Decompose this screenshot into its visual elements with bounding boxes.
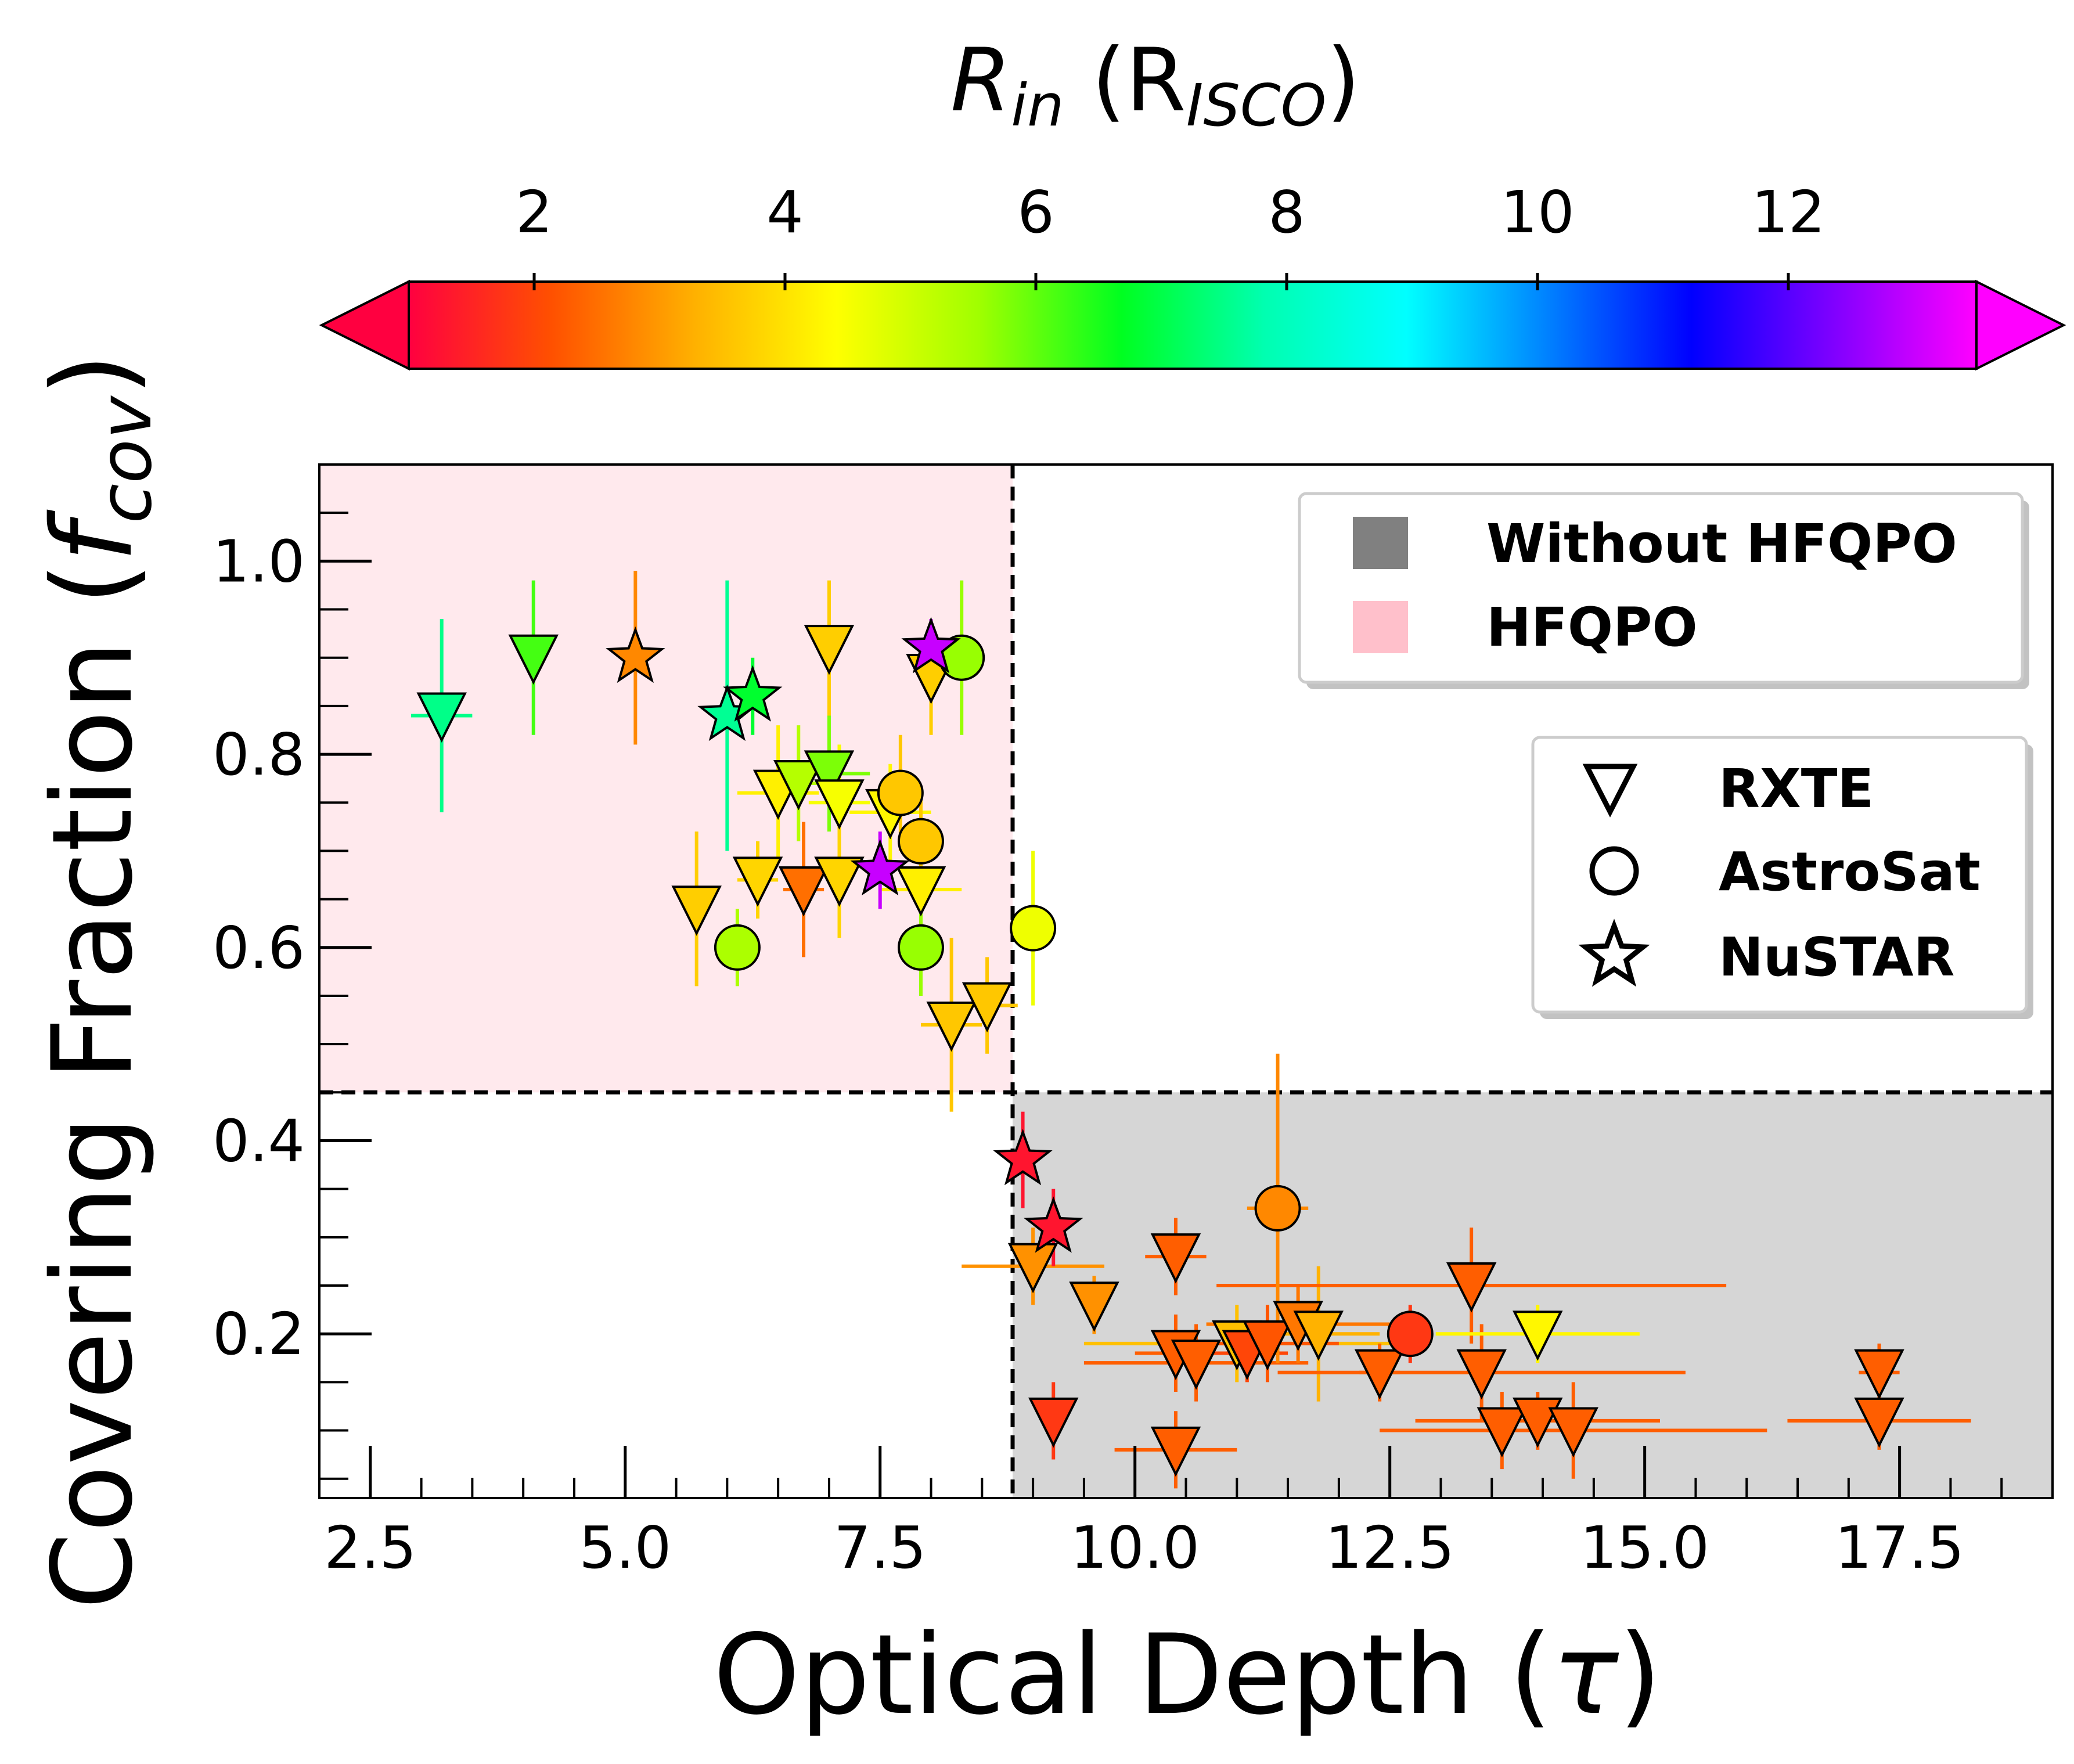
astrosat-point xyxy=(877,769,924,816)
colorbar-title-sub: in xyxy=(1011,71,1064,139)
astrosat-point xyxy=(897,924,944,971)
rxte-point xyxy=(1513,1311,1563,1361)
rxte-point xyxy=(671,885,722,936)
rxte-point xyxy=(1854,1397,1904,1448)
colorbar-tick-label: 2 xyxy=(516,178,553,246)
colorbar-title: Rin (RISCO) xyxy=(950,30,1360,139)
colorbar-tick-label: 8 xyxy=(1268,178,1305,246)
rxte-point xyxy=(1069,1281,1119,1332)
rxte-point xyxy=(1354,1349,1405,1400)
rxte-point xyxy=(1242,1320,1293,1371)
legend-swatch-without-hfqpo xyxy=(1353,517,1408,569)
rxte-point xyxy=(1477,1407,1528,1458)
rxte-point xyxy=(1150,1426,1201,1477)
nustar-point xyxy=(1024,1196,1083,1253)
y-axis-title-close: ) xyxy=(28,353,157,396)
legend-nustar-star-icon xyxy=(1578,919,1650,987)
rxte-point xyxy=(804,625,855,675)
x-tick-label: 10.0 xyxy=(1070,1514,1200,1582)
x-tick-label: 2.5 xyxy=(324,1514,416,1582)
colorbar-extend-left xyxy=(319,279,410,371)
legend-label-astrosat: AstroSat xyxy=(1719,841,1981,903)
axis-ticks: 2.5 5.0 7.5 10.0 12.5 15.0 17.5 0.2 0.4 0.6 0.8 1.0 xyxy=(213,463,2054,1582)
rxte-point xyxy=(773,759,824,811)
rxte-point xyxy=(416,692,467,743)
x-axis-title-main: Optical Depth ( xyxy=(713,1611,1552,1739)
astrosat-point xyxy=(1387,1311,1434,1358)
rxte-point xyxy=(1150,1233,1201,1284)
rxte-point xyxy=(962,982,1013,1033)
rxte-point xyxy=(1446,1262,1497,1313)
colorbar-tick-label: 12 xyxy=(1751,178,1825,246)
y-tick-label: 0.6 xyxy=(213,914,305,982)
colorbar-ticks: 2 4 6 8 10 12 xyxy=(516,178,1825,290)
nustar-point xyxy=(850,838,910,896)
nustar-point xyxy=(993,1129,1053,1186)
colorbar-gradient xyxy=(408,280,1978,370)
rxte-point xyxy=(732,856,783,907)
y-tick-label: 0.4 xyxy=(213,1107,305,1175)
rxte-point xyxy=(926,1001,977,1052)
legend-markers: RXTE AstroSat NuSTAR xyxy=(1531,736,2033,1019)
y-tick-label: 1.0 xyxy=(213,527,305,595)
nustar-point xyxy=(723,665,783,722)
colorbar-extend-right xyxy=(1975,279,2066,371)
x-tick-label: 12.5 xyxy=(1325,1514,1454,1582)
legend-rxte-triangle-icon xyxy=(1582,764,1638,818)
legend-astrosat-circle-icon xyxy=(1589,846,1639,896)
rxte-point xyxy=(1007,1243,1058,1294)
legend-label-without-hfqpo: Without HFQPO xyxy=(1486,513,1957,575)
y-axis-title-main: Covering Fraction ( xyxy=(28,562,157,1610)
data-markers xyxy=(416,617,1904,1477)
colorbar: Rin (RISCO) 2 4 6 8 10 12 xyxy=(319,30,2066,371)
legend-regions-box xyxy=(1298,492,2024,684)
nustar-point xyxy=(901,617,961,674)
rxte-point xyxy=(1171,1340,1222,1390)
rxte-point xyxy=(1513,1397,1563,1448)
rxte-point xyxy=(1028,1397,1079,1448)
x-tick-label: 17.5 xyxy=(1835,1514,1964,1582)
colorbar-title-open: (R xyxy=(1064,30,1186,131)
rxte-point xyxy=(1456,1349,1507,1400)
nustar-point xyxy=(606,626,665,683)
astrosat-point xyxy=(1010,905,1057,952)
colorbar-title-main: R xyxy=(950,30,1011,131)
y-tick-label: 0.2 xyxy=(213,1300,305,1368)
colorbar-tick-label: 6 xyxy=(1017,178,1054,246)
y-axis-title: Covering Fraction (fcov) xyxy=(28,353,168,1610)
colorbar-tick-label: 10 xyxy=(1500,178,1574,246)
astrosat-point xyxy=(714,924,761,971)
astrosat-point xyxy=(897,818,944,865)
rxte-point xyxy=(814,856,865,907)
colorbar-title-sub2: ISCO xyxy=(1186,71,1327,139)
rxte-point xyxy=(895,866,946,917)
legend-markers-box xyxy=(1531,736,2028,1014)
astrosat-point xyxy=(1254,1185,1301,1232)
y-tick-label: 0.8 xyxy=(213,721,305,789)
legend-regions: Without HFQPO HFQPO xyxy=(1298,492,2029,689)
legend-label-nustar: NuSTAR xyxy=(1719,926,1954,988)
rxte-point xyxy=(508,634,559,685)
x-axis-title-close: ) xyxy=(1619,1611,1662,1739)
rxte-point xyxy=(1293,1311,1344,1361)
rxte-point xyxy=(814,779,865,830)
legend-label-hfqpo: HFQPO xyxy=(1486,596,1698,658)
rxte-point xyxy=(1854,1349,1904,1400)
legend-swatch-hfqpo xyxy=(1353,601,1408,653)
x-tick-label: 5.0 xyxy=(579,1514,671,1582)
rxte-point xyxy=(778,866,829,917)
x-axis-title-symbol: τ xyxy=(1552,1611,1619,1739)
rxte-point xyxy=(1548,1407,1598,1458)
x-tick-label: 15.0 xyxy=(1580,1514,1709,1582)
colorbar-title-close: ) xyxy=(1326,30,1360,131)
x-tick-label: 7.5 xyxy=(834,1514,926,1582)
y-axis-title-sub: cov xyxy=(84,395,168,523)
colorbar-tick-label: 4 xyxy=(766,178,804,246)
plot-frame xyxy=(318,463,2054,1499)
rxte-point xyxy=(804,750,855,801)
legend-label-rxte: RXTE xyxy=(1719,758,1874,820)
x-axis-title: Optical Depth (τ) xyxy=(713,1611,1661,1739)
